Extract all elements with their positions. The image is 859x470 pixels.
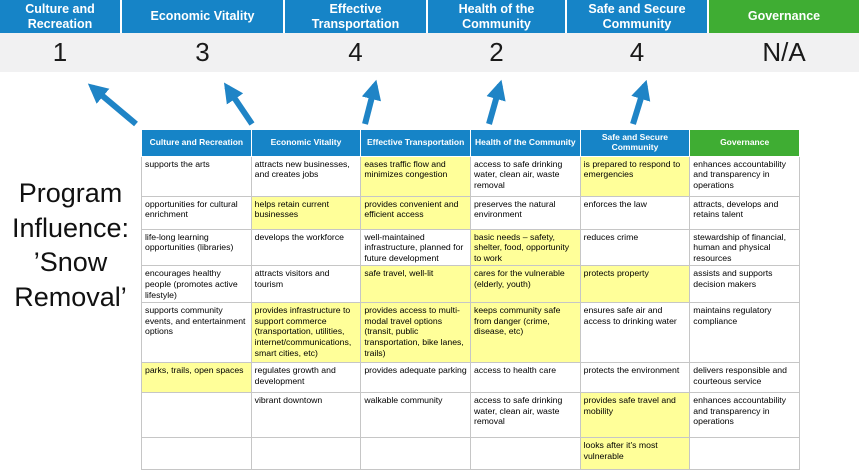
score-safety: 4 — [629, 37, 645, 67]
table-cell: is prepared to respond to emergencies — [579, 155, 691, 197]
influence-table-wrap: Culture and Recreation Economic Vitality E… — [141, 129, 800, 470]
table-body: supports the arts attracts new businesses… — [141, 155, 800, 470]
score-economic: 3 — [195, 37, 210, 67]
category-header-band: Culture and Recreation Economic Vitality… — [0, 0, 859, 33]
table-row: supports the arts attracts new businesses… — [141, 155, 800, 197]
table-column-header-0: Culture and Recreation — [141, 129, 252, 157]
table-cell: well-maintained infrastructure, planned … — [360, 228, 471, 267]
score-health: 2 — [489, 37, 504, 67]
table-cell: provides infrastructure to support comme… — [250, 302, 362, 364]
table-cell: opportunities for cultural enrichment — [141, 195, 252, 230]
table-cell: safe travel, well-lit — [360, 265, 471, 304]
table-cell: maintains regulatory compliance — [689, 302, 800, 364]
table-cell: basic needs – safety, shelter, food, opp… — [469, 228, 581, 267]
table-cell: helps retain current businesses — [250, 195, 362, 230]
table-cell: regulates growth and development — [250, 362, 362, 394]
up-arrow-icon-2 — [223, 82, 255, 126]
table-cell: enforces the law — [579, 195, 691, 230]
score-governance: N/A — [762, 37, 806, 67]
table-cell: preserves the natural environment — [469, 195, 581, 230]
table-column-header-2: Effective Transportation — [360, 129, 471, 157]
table-column-header-5: Governance — [689, 129, 800, 157]
table-cell: provides adequate parking — [360, 362, 471, 394]
table-cell: vibrant downtown — [250, 392, 362, 439]
table-cell: life-long learning opportunities (librar… — [141, 228, 252, 267]
category-header-transportation: Effective Transportation — [285, 0, 426, 33]
score-transportation: 4 — [348, 37, 363, 67]
category-header-health: Health of the Community — [428, 0, 565, 33]
table-cell — [141, 392, 252, 439]
table-cell: attracts visitors and tourism — [250, 265, 362, 304]
influence-table: Culture and Recreation Economic Vitality E… — [141, 129, 800, 470]
table-cell: provides convenient and efficient access — [360, 195, 471, 230]
category-header-economic: Economic Vitality — [122, 0, 283, 33]
table-cell: access to safe drinking water, clean air… — [469, 155, 581, 197]
table-cell: access to health care — [469, 362, 581, 394]
table-cell: ensures safe air and access to drinking … — [579, 302, 691, 364]
table-column-header-1: Economic Vitality — [250, 129, 362, 157]
table-row: encourages healthy people (promotes acti… — [141, 265, 800, 304]
table-cell: stewardship of financial, human and phys… — [689, 228, 800, 267]
category-header-safety: Safe and Secure Community — [567, 0, 707, 33]
table-cell: encourages healthy people (promotes acti… — [141, 265, 252, 304]
up-arrow-icon-3 — [361, 79, 382, 125]
category-header-culture: Culture and Recreation — [0, 0, 120, 33]
table-cell: protects the environment — [579, 362, 691, 394]
category-header-governance: Governance — [709, 0, 859, 33]
table-header-row: Culture and Recreation Economic Vitality E… — [141, 129, 800, 157]
table-cell: access to safe drinking water, clean air… — [469, 392, 581, 439]
table-row: opportunities for cultural enrichment hel… — [141, 195, 800, 230]
table-cell: walkable community — [360, 392, 471, 439]
table-cell: enhances accountability and transparency… — [689, 155, 800, 197]
table-cell: supports community events, and entertain… — [141, 302, 252, 364]
table-cell: attracts, develops and retains talent — [689, 195, 800, 230]
table-column-header-4: Safe and Secure Community — [579, 129, 691, 157]
table-cell: provides safe travel and mobility — [579, 392, 691, 439]
table-cell: develops the workforce — [250, 228, 362, 267]
table-cell: supports the arts — [141, 155, 252, 197]
table-cell: delivers responsible and courteous servi… — [689, 362, 800, 394]
table-cell: eases traffic flow and minimizes congest… — [360, 155, 471, 197]
table-cell: provides access to multi-modal travel op… — [360, 302, 471, 364]
table-cell: cares for the vulnerable (elderly, youth… — [469, 265, 581, 304]
program-title: Program Influence: ’Snow Removal’ — [11, 178, 130, 312]
table-cell: attracts new businesses, and creates job… — [250, 155, 362, 197]
table-row: life-long learning opportunities (librar… — [141, 228, 800, 267]
table-cell: assists and supports decision makers — [689, 265, 800, 304]
table-cell: keeps community safe from danger (crime,… — [469, 302, 581, 364]
table-row: supports community events, and entertain… — [141, 302, 800, 364]
up-arrow-icon-1 — [87, 83, 138, 127]
score-band: 1 3 4 2 4 N/A — [0, 33, 859, 72]
table-cell: parks, trails, open spaces — [141, 362, 252, 394]
table-row: vibrant downtown walkable community access… — [141, 392, 800, 439]
table-cell: enhances accountability and transparency… — [689, 392, 800, 439]
table-cell: reduces crime — [579, 228, 691, 267]
score-culture: 1 — [52, 37, 68, 67]
table-column-header-3: Health of the Community — [469, 129, 581, 157]
up-arrow-icon-4 — [486, 79, 506, 125]
table-row: parks, trails, open spaces regulates grow… — [141, 362, 800, 394]
influence-arrows — [87, 79, 651, 127]
up-arrow-icon-5 — [630, 79, 651, 125]
table-cell: protects property — [579, 265, 691, 304]
